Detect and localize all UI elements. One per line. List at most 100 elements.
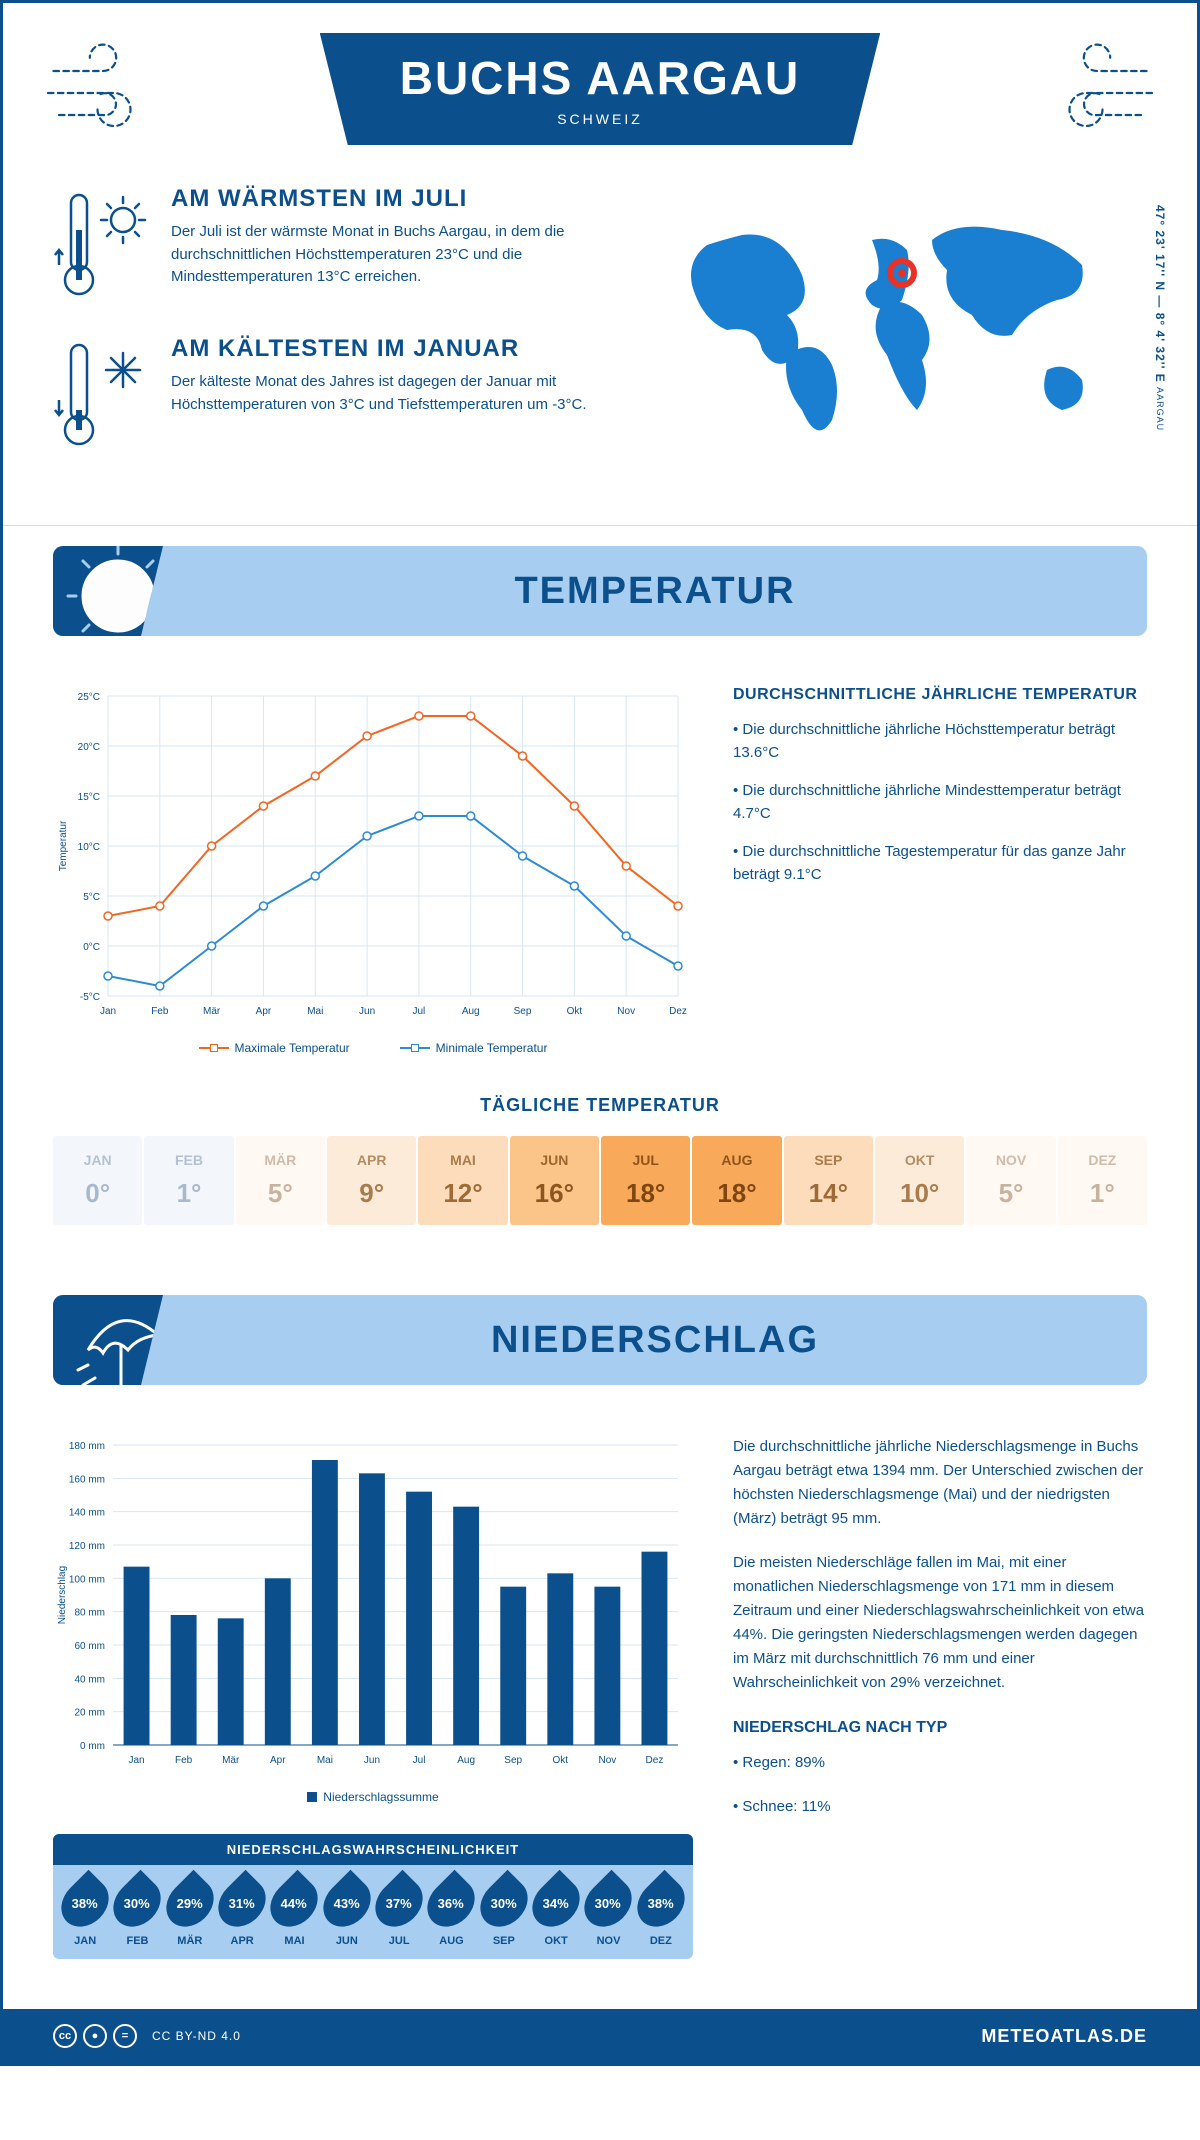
precip-para-2: Die meisten Niederschläge fallen im Mai,… bbox=[733, 1551, 1147, 1695]
cc-icon: cc bbox=[53, 2024, 77, 2048]
daily-temp-cell: JUL18° bbox=[601, 1136, 690, 1225]
thermometer-hot-icon bbox=[53, 185, 153, 305]
coldest-text: Der kälteste Monat des Jahres ist dagege… bbox=[171, 371, 607, 416]
daily-temperature-table: TÄGLICHE TEMPERATUR JAN0°FEB1°MÄR5°APR9°… bbox=[3, 1075, 1197, 1275]
precip-prob-cell: 43%JUN bbox=[321, 1877, 373, 1947]
svg-text:Temperatur: Temperatur bbox=[58, 820, 69, 871]
temperature-section-header: TEMPERATUR bbox=[53, 546, 1147, 636]
prob-title: NIEDERSCHLAGSWAHRSCHEINLICHKEIT bbox=[53, 1834, 693, 1865]
precipitation-content: 0 mm 20 mm 40 mm 60 mm 80 mm 100 mm 120 mm 140 … bbox=[3, 1405, 1197, 1979]
daily-temp-cell: DEZ1° bbox=[1058, 1136, 1147, 1225]
location-title: BUCHS AARGAU bbox=[400, 51, 801, 105]
wind-icon-left bbox=[43, 38, 163, 148]
temp-bullet-2: • Die durchschnittliche jährliche Mindes… bbox=[733, 780, 1147, 825]
precip-type-1: • Regen: 89% bbox=[733, 1751, 1147, 1775]
cc-icons: cc ● = bbox=[53, 2024, 137, 2048]
svg-text:25°C: 25°C bbox=[78, 692, 100, 703]
svg-text:Niederschlag: Niederschlag bbox=[57, 1566, 68, 1624]
svg-text:160 mm: 160 mm bbox=[69, 1474, 105, 1485]
svg-text:15°C: 15°C bbox=[78, 792, 100, 803]
svg-text:80 mm: 80 mm bbox=[74, 1608, 105, 1619]
coordinates: 47° 23' 17'' N — 8° 4' 32'' E AARGAU bbox=[1153, 205, 1167, 431]
svg-text:40 mm: 40 mm bbox=[74, 1674, 105, 1685]
precip-prob-cell: 30%SEP bbox=[478, 1877, 530, 1947]
wind-icon-right bbox=[1037, 38, 1157, 148]
overview-section: AM WÄRMSTEN IM JULI Der Juli ist der wär… bbox=[3, 155, 1197, 526]
daily-temp-cell: JUN16° bbox=[510, 1136, 599, 1225]
precip-prob-cell: 31%APR bbox=[216, 1877, 268, 1947]
temp-chart-legend: .legend-item:nth-child(1) .legend-swatch… bbox=[53, 1041, 693, 1055]
footer-brand: METEOATLAS.DE bbox=[981, 2026, 1147, 2047]
precipitation-title: NIEDERSCHLAG bbox=[163, 1319, 1147, 1362]
thermometer-cold-icon bbox=[53, 335, 153, 455]
temperature-content: -5°C0°C5°C10°C15°C20°C25°CJanFebMärAprMa… bbox=[3, 656, 1197, 1075]
svg-text:100 mm: 100 mm bbox=[69, 1574, 105, 1585]
precipitation-section-header: NIEDERSCHLAG bbox=[53, 1295, 1147, 1385]
svg-text:Mai: Mai bbox=[317, 1755, 333, 1766]
svg-text:20°C: 20°C bbox=[78, 742, 100, 753]
footer-license: CC BY-ND 4.0 bbox=[152, 2029, 241, 2043]
umbrella-icon bbox=[53, 1295, 163, 1385]
svg-text:Mär: Mär bbox=[222, 1755, 240, 1766]
svg-text:Jul: Jul bbox=[413, 1006, 426, 1017]
precip-prob-cell: 36%AUG bbox=[425, 1877, 477, 1947]
precip-prob-cell: 34%OKT bbox=[530, 1877, 582, 1947]
legend-min: .legend-item:nth-child(2) .legend-swatch… bbox=[400, 1041, 548, 1055]
daily-temp-title: TÄGLICHE TEMPERATUR bbox=[53, 1095, 1147, 1116]
precip-prob-cell: 38%JAN bbox=[59, 1877, 111, 1947]
svg-text:60 mm: 60 mm bbox=[74, 1641, 105, 1652]
svg-text:20 mm: 20 mm bbox=[74, 1708, 105, 1719]
precip-prob-cell: 37%JUL bbox=[373, 1877, 425, 1947]
coldest-block: AM KÄLTESTEN IM JANUAR Der kälteste Mona… bbox=[53, 335, 607, 455]
svg-text:10°C: 10°C bbox=[78, 842, 100, 853]
warmest-block: AM WÄRMSTEN IM JULI Der Juli ist der wär… bbox=[53, 185, 607, 305]
svg-text:Sep: Sep bbox=[514, 1006, 532, 1017]
svg-text:Jun: Jun bbox=[364, 1755, 380, 1766]
svg-text:Sep: Sep bbox=[504, 1755, 522, 1766]
infographic-container: BUCHS AARGAU SCHWEIZ AM WÄRMSTEN IM JULI… bbox=[0, 0, 1200, 2066]
coldest-title: AM KÄLTESTEN IM JANUAR bbox=[171, 335, 607, 363]
daily-temp-cell: APR9° bbox=[327, 1136, 416, 1225]
svg-text:Apr: Apr bbox=[256, 1006, 272, 1017]
temperature-info: DURCHSCHNITTLICHE JÄHRLICHE TEMPERATUR •… bbox=[733, 686, 1147, 1055]
location-country: SCHWEIZ bbox=[400, 111, 801, 127]
temperature-line-chart: -5°C0°C5°C10°C15°C20°C25°CJanFebMärAprMa… bbox=[53, 686, 693, 1055]
svg-text:Okt: Okt bbox=[567, 1006, 583, 1017]
svg-text:140 mm: 140 mm bbox=[69, 1508, 105, 1519]
svg-text:Feb: Feb bbox=[175, 1755, 193, 1766]
svg-text:Apr: Apr bbox=[270, 1755, 286, 1766]
svg-text:Nov: Nov bbox=[617, 1006, 635, 1017]
svg-text:Dez: Dez bbox=[646, 1755, 664, 1766]
sun-icon bbox=[53, 546, 163, 636]
header: BUCHS AARGAU SCHWEIZ bbox=[3, 3, 1197, 155]
footer: cc ● = CC BY-ND 4.0 METEOATLAS.DE bbox=[3, 2009, 1197, 2063]
precipitation-info: Die durchschnittliche jährliche Niedersc… bbox=[733, 1435, 1147, 1959]
title-banner: BUCHS AARGAU SCHWEIZ bbox=[320, 33, 881, 145]
precip-para-1: Die durchschnittliche jährliche Niedersc… bbox=[733, 1435, 1147, 1531]
world-map-icon bbox=[647, 185, 1147, 465]
temp-info-title: DURCHSCHNITTLICHE JÄHRLICHE TEMPERATUR bbox=[733, 686, 1147, 704]
precip-prob-cell: 30%FEB bbox=[111, 1877, 163, 1947]
precip-type-title: NIEDERSCHLAG NACH TYP bbox=[733, 1715, 1147, 1741]
svg-text:Jan: Jan bbox=[128, 1755, 144, 1766]
legend-precip: Niederschlagssumme bbox=[307, 1790, 438, 1804]
daily-temp-cell: JAN0° bbox=[53, 1136, 142, 1225]
svg-text:120 mm: 120 mm bbox=[69, 1541, 105, 1552]
svg-text:180 mm: 180 mm bbox=[69, 1441, 105, 1452]
temperature-title: TEMPERATUR bbox=[163, 570, 1147, 613]
svg-text:Jul: Jul bbox=[413, 1755, 426, 1766]
temp-bullet-1: • Die durchschnittliche jährliche Höchst… bbox=[733, 719, 1147, 764]
svg-text:5°C: 5°C bbox=[83, 892, 100, 903]
precipitation-probability-table: NIEDERSCHLAGSWAHRSCHEINLICHKEIT 38%JAN30… bbox=[53, 1834, 693, 1959]
daily-temp-cell: MAI12° bbox=[418, 1136, 507, 1225]
precip-prob-cell: 29%MÄR bbox=[164, 1877, 216, 1947]
warmest-text: Der Juli ist der wärmste Monat in Buchs … bbox=[171, 221, 607, 289]
precip-type-2: • Schnee: 11% bbox=[733, 1795, 1147, 1819]
legend-max: .legend-item:nth-child(1) .legend-swatch… bbox=[199, 1041, 350, 1055]
by-icon: ● bbox=[83, 2024, 107, 2048]
svg-text:0 mm: 0 mm bbox=[80, 1741, 105, 1752]
daily-temp-cell: FEB1° bbox=[144, 1136, 233, 1225]
svg-text:Mai: Mai bbox=[307, 1006, 323, 1017]
svg-text:-5°C: -5°C bbox=[80, 992, 100, 1003]
precip-prob-cell: 44%MAI bbox=[268, 1877, 320, 1947]
